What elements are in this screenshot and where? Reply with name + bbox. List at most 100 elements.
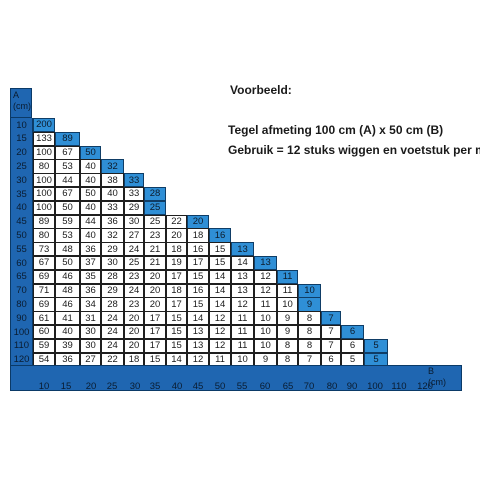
table-cell: 20 xyxy=(144,297,166,312)
table-cell: 17 xyxy=(187,256,209,271)
table-cell: 30 xyxy=(101,256,124,271)
table-cell: 8 xyxy=(298,311,321,326)
table-cell: 15 xyxy=(187,297,209,312)
table-cell: 30 xyxy=(80,325,101,340)
table-cell: 53 xyxy=(55,159,80,174)
table-cell: 29 xyxy=(124,200,144,216)
table-cell: 69 xyxy=(33,269,55,285)
table-cell: 15 xyxy=(166,311,187,326)
table-cell: 10 xyxy=(254,325,277,340)
column-header-80: 80 xyxy=(326,381,338,392)
table-cell: 23 xyxy=(124,297,144,312)
row-header-80: 80 xyxy=(10,297,33,312)
diagonal-cell: 33 xyxy=(124,173,144,188)
table-cell: 89 xyxy=(33,214,55,229)
row-header-65: 65 xyxy=(10,269,33,285)
row-header-10: 10 xyxy=(10,118,33,133)
table-cell: 11 xyxy=(277,283,298,298)
table-cell: 50 xyxy=(80,187,101,202)
column-header-20: 20 xyxy=(85,381,97,392)
row-header-30: 30 xyxy=(10,173,33,188)
table-cell: 15 xyxy=(209,256,231,271)
column-header-50: 50 xyxy=(214,381,226,392)
diagonal-cell: 13 xyxy=(231,242,254,257)
table-cell: 14 xyxy=(209,269,231,285)
table-cell: 8 xyxy=(298,338,321,354)
column-header-60: 60 xyxy=(259,381,271,392)
table-cell: 17 xyxy=(166,297,187,312)
table-cell: 67 xyxy=(33,256,55,271)
table-cell: 18 xyxy=(166,283,187,298)
axis-a-label: A xyxy=(13,90,20,100)
table-cell: 24 xyxy=(101,311,124,326)
table-cell: 48 xyxy=(55,283,80,298)
column-header-15: 15 xyxy=(60,381,72,392)
table-cell: 19 xyxy=(166,256,187,271)
diagonal-cell: 32 xyxy=(101,159,124,174)
table-cell: 12 xyxy=(254,269,277,285)
column-header-110: 110 xyxy=(391,381,407,392)
table-cell: 24 xyxy=(101,338,124,354)
diagonal-cell: 6 xyxy=(341,325,364,340)
diagonal-cell: 11 xyxy=(277,269,298,285)
table-cell: 20 xyxy=(124,311,144,326)
table-cell: 40 xyxy=(80,228,101,243)
table-cell: 38 xyxy=(101,173,124,188)
table-cell: 133 xyxy=(33,131,55,147)
table-cell: 7 xyxy=(321,325,341,340)
table-cell: 67 xyxy=(55,187,80,202)
table-cell: 13 xyxy=(231,269,254,285)
axis-a-header: A (cm) xyxy=(10,88,32,118)
column-header-40: 40 xyxy=(171,381,183,392)
column-header-45: 45 xyxy=(192,381,204,392)
table-cell: 71 xyxy=(33,283,55,298)
column-header-65: 65 xyxy=(282,381,294,392)
table-cell: 33 xyxy=(101,200,124,216)
table-cell: 34 xyxy=(80,297,101,312)
table-cell: 48 xyxy=(55,242,80,257)
diagonal-cell: 5 xyxy=(364,338,388,354)
table-cell: 50 xyxy=(55,200,80,216)
table-cell: 20 xyxy=(124,338,144,354)
table-cell: 11 xyxy=(231,338,254,354)
diagonal-cell: 13 xyxy=(254,256,277,271)
table-cell: 40 xyxy=(80,173,101,188)
table-cell: 59 xyxy=(55,214,80,229)
table-cell: 24 xyxy=(124,242,144,257)
table-cell: 21 xyxy=(144,242,166,257)
table-cell: 30 xyxy=(124,214,144,229)
table-cell: 36 xyxy=(80,283,101,298)
table-cell: 11 xyxy=(231,311,254,326)
table-cell: 12 xyxy=(231,297,254,312)
row-header-50: 50 xyxy=(10,228,33,243)
table-cell: 100 xyxy=(33,200,55,216)
table-cell: 10 xyxy=(254,311,277,326)
table-cell: 15 xyxy=(209,242,231,257)
column-header-120: 120 xyxy=(417,381,433,392)
table-cell: 6 xyxy=(341,338,364,354)
table-cell: 80 xyxy=(33,228,55,243)
table-cell: 12 xyxy=(254,283,277,298)
row-header-55: 55 xyxy=(10,242,33,257)
example-line-1: Tegel afmeting 100 cm (A) x 50 cm (B) xyxy=(228,123,444,137)
table-cell: 9 xyxy=(277,325,298,340)
row-header-70: 70 xyxy=(10,283,33,298)
table-cell: 8 xyxy=(277,338,298,354)
table-cell: 50 xyxy=(55,256,80,271)
row-header-45: 45 xyxy=(10,214,33,229)
table-cell: 13 xyxy=(187,325,209,340)
table-cell: 44 xyxy=(80,214,101,229)
table-cell: 100 xyxy=(33,173,55,188)
table-cell: 21 xyxy=(144,256,166,271)
axis-a-unit: (cm) xyxy=(13,101,31,111)
table-cell: 53 xyxy=(55,228,80,243)
table-cell: 100 xyxy=(33,145,55,160)
row-header-90: 90 xyxy=(10,311,33,326)
table-cell: 80 xyxy=(33,159,55,174)
table-cell: 20 xyxy=(144,283,166,298)
table-cell: 27 xyxy=(124,228,144,243)
table-cell: 10 xyxy=(277,297,298,312)
table-cell: 11 xyxy=(254,297,277,312)
row-header-25: 25 xyxy=(10,159,33,174)
